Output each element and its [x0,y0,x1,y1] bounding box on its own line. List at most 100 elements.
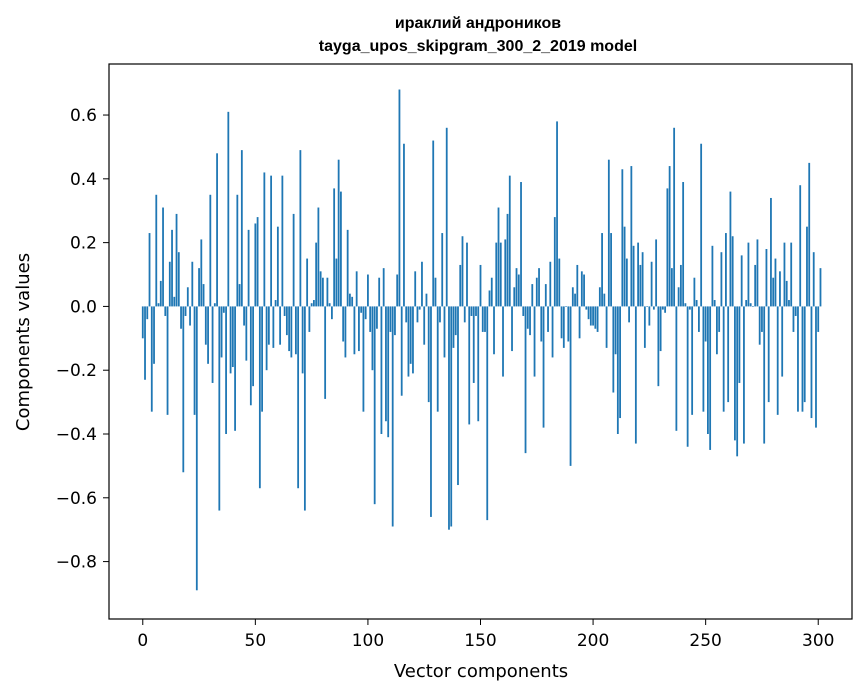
bar-component-166 [515,268,518,307]
y-tick-label: 0.6 [70,106,97,126]
bar-component-140 [457,306,459,486]
bar-component-115 [400,306,403,396]
bar-component-84 [331,306,333,320]
bar-component-273 [756,239,759,307]
bar-component-130 [434,277,437,307]
bar-component-265 [738,306,741,383]
bar-component-108 [385,306,387,422]
bar-component-243 [688,306,691,310]
bar-component-218 [632,245,635,307]
bar-component-141 [459,264,462,307]
bar-component-297 [810,306,813,419]
bar-component-135 [445,127,448,307]
bar-component-56 [267,306,270,345]
bar-component-221 [639,264,642,307]
bar-component-29 [207,306,209,364]
bar-component-194 [578,306,581,339]
bar-component-124 [421,261,423,307]
bar-component-31 [211,306,214,383]
bar-component-68 [294,306,297,355]
bar-component-129 [432,140,435,307]
bar-component-98 [362,306,365,412]
bar-component-199 [589,306,592,326]
bar-component-270 [749,303,752,307]
bar-component-74 [308,306,311,332]
bar-component-85 [333,188,336,307]
bar-component-122 [416,306,419,323]
bar-component-170 [524,306,527,454]
bar-component-57 [270,175,273,307]
y-tick-label: −0.6 [56,489,97,509]
bar-component-22 [191,261,194,307]
bar-component-180 [547,306,549,332]
bar-component-117 [405,306,408,323]
bar-component-178 [542,306,545,428]
bar-component-41 [234,306,236,431]
bar-component-272 [754,264,757,307]
bar-component-38 [227,111,230,307]
bar-component-202 [596,306,599,332]
bar-component-132 [439,306,441,323]
bar-component-153 [486,306,489,521]
y-tick-label: 0.2 [70,234,97,254]
bar-component-207 [607,159,610,307]
bar-component-136 [448,306,450,530]
bar-component-242 [686,306,689,447]
bar-component-9 [162,207,164,307]
bar-component-162 [506,213,509,307]
bar-component-40 [231,306,234,368]
bar-component-30 [209,194,212,307]
bar-component-99 [364,306,367,320]
bar-component-260 [727,306,730,403]
bar-component-236 [673,127,676,307]
bar-component-86 [335,258,338,307]
bar-component-59 [274,300,277,307]
bar-component-34 [218,306,221,511]
bar-component-92 [349,293,351,307]
chart-subtitle: tayga_upos_skipgram_300_2_2019 model [319,38,637,55]
bar-component-245 [693,277,696,307]
bar-component-80 [321,277,324,307]
bar-component-4 [150,306,153,412]
y-tick-label: −0.4 [56,425,97,445]
bar-component-228 [655,239,658,307]
bar-component-296 [808,162,811,307]
bar-component-1 [144,306,146,380]
bar-component-97 [360,306,363,313]
bar-component-142 [461,236,464,307]
bar-component-241 [684,303,687,307]
bar-component-65 [288,306,291,352]
bar-component-201 [594,306,597,329]
bar-component-81 [324,306,327,399]
bar-component-152 [484,306,486,332]
bar-component-148 [475,306,477,316]
bar-component-112 [394,306,396,336]
bar-component-113 [396,274,399,307]
bar-component-3 [148,233,151,307]
bar-component-44 [240,150,243,307]
bar-component-261 [729,191,732,307]
bar-component-52 [258,306,261,489]
x-tick-label: 250 [689,631,721,651]
bar-component-267 [743,306,745,444]
bar-component-17 [180,306,182,329]
bar-component-230 [659,306,662,352]
bar-component-12 [168,261,171,307]
bar-component-51 [256,217,259,307]
bar-component-266 [740,255,743,307]
bar-component-168 [520,182,522,307]
bar-component-229 [657,306,660,387]
bar-component-67 [292,213,295,307]
bar-component-104 [376,306,378,329]
bar-component-106 [380,306,383,434]
bar-component-274 [758,306,761,345]
bar-component-76 [312,300,315,307]
bar-component-197 [585,306,588,310]
bar-component-39 [229,306,232,374]
bar-component-18 [182,306,185,473]
bar-component-288 [790,242,793,307]
bar-component-90 [344,306,347,358]
bar-component-259 [725,233,727,307]
bar-component-89 [342,306,345,342]
